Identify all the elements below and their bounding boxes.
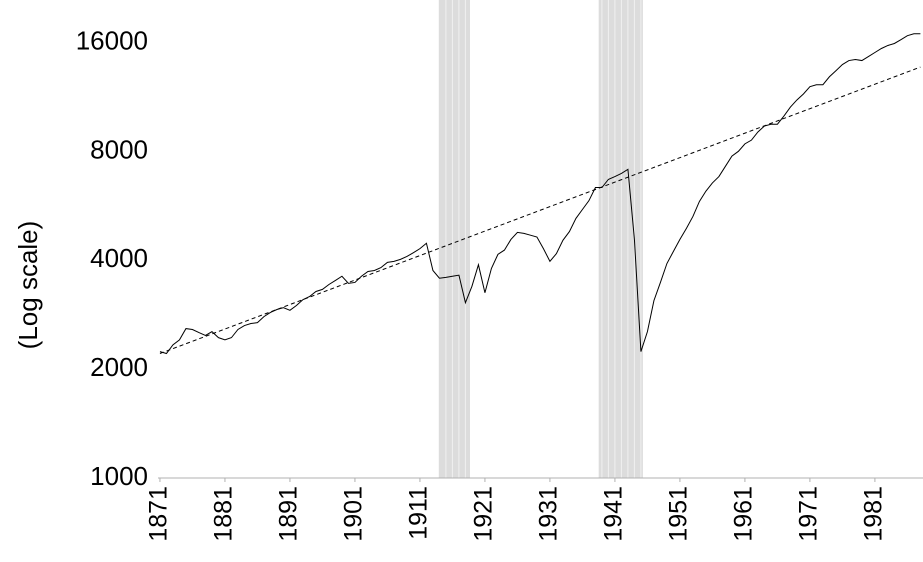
- x-tick-label: 1931: [535, 486, 563, 542]
- x-tick-label: 1951: [665, 486, 693, 542]
- trend-line: [159, 66, 921, 354]
- data-line: [159, 33, 921, 355]
- y-tick-label: 16000: [76, 26, 148, 56]
- x-tick-label: 1871: [145, 486, 173, 542]
- x-tick-label: 1901: [340, 486, 368, 542]
- y-tick-label: 4000: [90, 243, 148, 273]
- shaded-period: [598, 0, 643, 478]
- x-tick-label: 1971: [795, 486, 823, 542]
- x-tick-label: 1941: [600, 486, 628, 542]
- x-tick-label: 1921: [470, 486, 498, 542]
- y-axis-label: (Log scale): [13, 221, 43, 350]
- x-tick-label: 1961: [730, 486, 758, 542]
- x-tick-label: 1881: [210, 486, 238, 542]
- y-tick-label: 2000: [90, 352, 148, 382]
- x-tick-label: 1891: [275, 486, 303, 542]
- y-tick-label: 8000: [90, 134, 148, 164]
- x-tick-label: 1911: [405, 486, 433, 540]
- x-tick-label: 1981: [860, 486, 888, 542]
- y-tick-label: 1000: [90, 461, 148, 491]
